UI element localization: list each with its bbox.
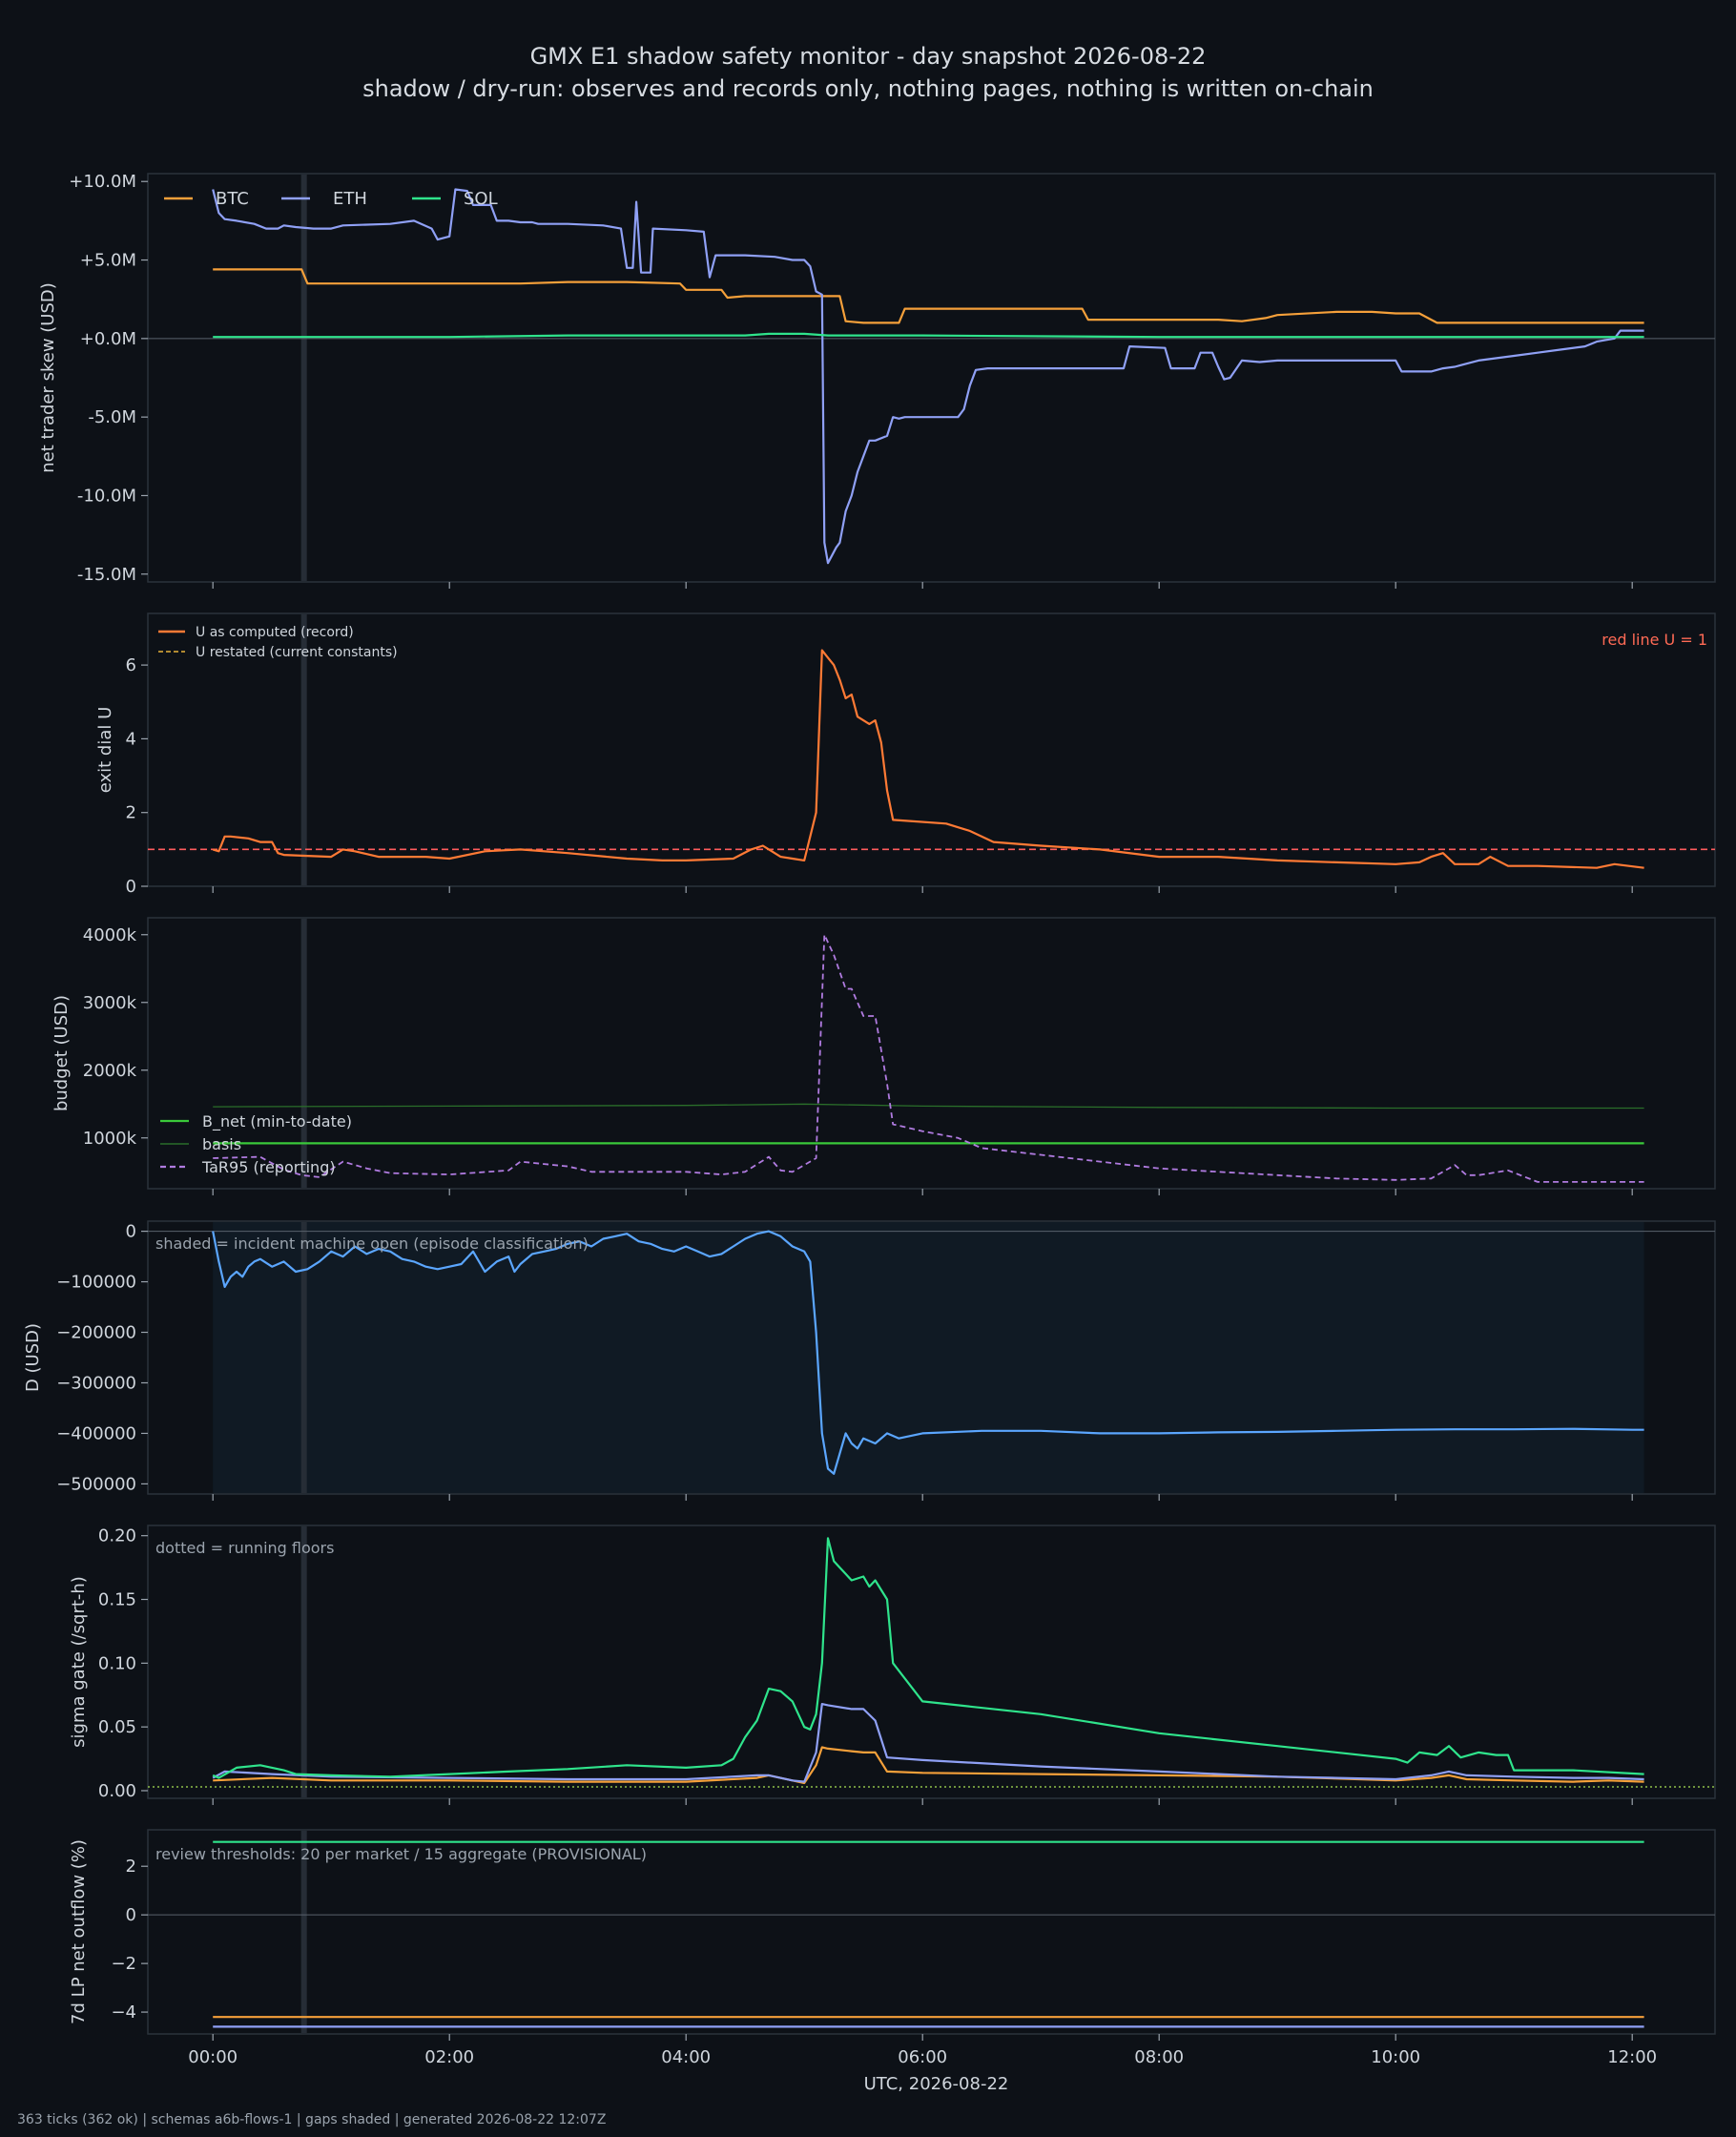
series-line-sol [213,332,1644,339]
y-tick-label: 2 [126,1857,136,1877]
y-axis-label: D (USD) [23,1323,43,1392]
y-tick-label: 6 [126,655,136,675]
panel-annotation: review thresholds: 20 per market / 15 ag… [155,1845,647,1863]
y-tick-label: 0 [126,877,136,897]
chart-title: GMX E1 shadow safety monitor - day snaps… [529,43,1207,70]
y-tick-label: +0.0M [80,329,136,349]
series-line-eth [212,188,1644,565]
legend-label: basis [202,1135,241,1153]
y-axis-label: exit dial U [95,707,115,794]
y-tick-label: +5.0M [80,251,136,271]
x-tick-label: 06:00 [898,2047,947,2067]
panel-annotation: dotted = running floors [155,1539,334,1557]
legend-label: BTC [216,189,249,209]
y-tick-label: 0.10 [98,1653,136,1673]
y-tick-label: 0.05 [98,1717,136,1737]
y-tick-label: −4 [111,2002,136,2023]
y-tick-label: −400000 [56,1423,136,1443]
y-axis-label: budget (USD) [52,995,72,1111]
gap-band [300,614,307,885]
x-axis-label: UTC, 2026-08-22 [864,2074,1009,2094]
y-tick-label: −2 [111,1954,136,1974]
gap-band [300,1222,307,1493]
series-line-u-as-computed-record- [212,649,1644,869]
x-tick-label: 04:00 [661,2047,711,2067]
panel-annotation: shaded = incident machine open (episode … [155,1234,589,1253]
y-tick-label: 0.00 [98,1781,136,1801]
panel-3: 1000k 2000k 3000k 4000k budget (USD) B_net (m… [52,917,1716,1195]
y-tick-label: 2 [126,803,136,823]
series-line-btc [213,1746,1644,1785]
panel-1: +10.0M +5.0M +0.0M -5.0M -10.0M -15.0M net tra… [38,172,1716,589]
legend-label: TaR95 (reporting) [201,1158,336,1176]
legend-label: SOL [464,189,498,209]
x-tick-label: 08:00 [1134,2047,1184,2067]
legend-label: ETH [333,189,367,209]
incident-shade [213,1222,1644,1493]
y-tick-label: 0.15 [98,1590,136,1610]
series-line-btc [213,268,1644,324]
y-tick-label: 2000k [83,1061,137,1081]
x-tick-label: 12:00 [1607,2047,1657,2067]
gap-band [300,1526,307,1797]
redline-annotation: red line U = 1 [1602,631,1707,649]
y-tick-label: −100000 [56,1273,136,1293]
gap-band [300,1831,307,2033]
y-axis-label: 7d LP net outflow (%) [69,1839,89,2024]
y-tick-label: −300000 [56,1373,136,1393]
panel-frame [147,173,1716,583]
y-axis-label: net trader skew (USD) [38,282,58,473]
y-tick-label: 3000k [83,993,137,1013]
x-tick-label: 00:00 [188,2047,238,2067]
gap-band [300,175,307,581]
panel-2: 0 2 4 6 exit dial U U as computed (record) U r… [95,612,1716,897]
y-tick-label: -5.0M [88,407,136,427]
y-tick-label: +10.0M [69,172,136,192]
chart-subtitle: shadow / dry-run: observes and records o… [362,75,1374,102]
panel-frame [147,917,1716,1190]
legend-label: B_net (min-to-date) [202,1112,352,1131]
legend-label: U restated (current constants) [196,645,398,660]
y-tick-label: 0 [126,1905,136,1925]
series-line-eth [212,1702,1644,1783]
series-line-basis [213,1103,1644,1110]
footer-note: 363 ticks (362 ok) | schemas a6b-flows-1… [17,2112,607,2127]
panel-frame [147,612,1716,887]
x-tick-label: 02:00 [424,2047,474,2067]
gap-band [300,919,307,1188]
y-tick-label: 4 [126,729,136,749]
y-tick-label: -10.0M [77,486,136,506]
y-tick-label: −200000 [56,1323,136,1343]
y-tick-label: −500000 [56,1474,136,1494]
x-tick-label: 10:00 [1371,2047,1420,2067]
series-line-d [212,1230,1644,1475]
y-tick-label: 4000k [83,925,137,945]
y-axis-label: sigma gate (/sqrt-h) [69,1576,89,1748]
y-tick-label: 0 [126,1222,136,1242]
panel-6: −4 −2 0 2 7d LP net outflow (%) review thresh… [69,1829,1716,2094]
panel-frame [147,1829,1716,2035]
panel-frame [147,1525,1716,1799]
legend-label: U as computed (record) [196,625,354,640]
panel-5: 0.00 0.05 0.10 0.15 0.20 sigma gate (/sqrt-h)… [69,1525,1716,1805]
y-tick-label: 1000k [83,1129,137,1149]
series-line-sol [212,1537,1644,1779]
y-tick-label: -15.0M [77,565,136,585]
y-tick-label: 0.20 [98,1526,136,1546]
panel-4: 0 −100000 −200000 −300000 −400000 −500000 D (U… [23,1220,1716,1501]
